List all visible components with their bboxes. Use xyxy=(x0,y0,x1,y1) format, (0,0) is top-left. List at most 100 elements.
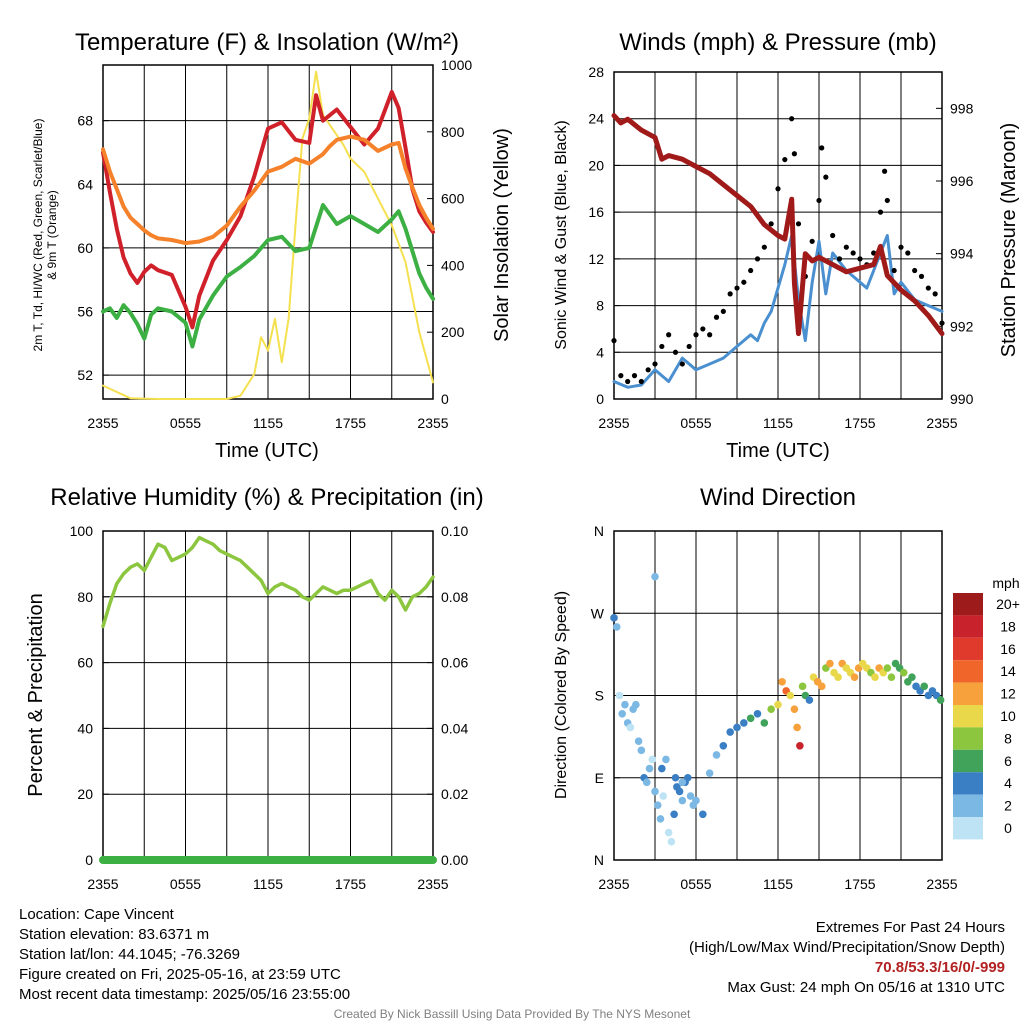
temp-xtick-label: 2355 xyxy=(417,415,448,431)
direction-point xyxy=(662,755,670,764)
wind-ytick-label: 20 xyxy=(588,157,604,173)
gust-point xyxy=(932,291,938,297)
direction-point xyxy=(871,673,879,682)
gust-point xyxy=(809,238,815,244)
temp-xtick-label: 2355 xyxy=(87,415,118,431)
gust-point xyxy=(754,256,761,262)
legend-label: 20+ xyxy=(996,596,1020,612)
direction-point xyxy=(686,792,695,800)
direction-point xyxy=(651,787,659,796)
direction-point xyxy=(712,751,721,759)
rh-ylabel: Percent & Precipitation xyxy=(25,593,47,796)
rh-xtick-label: 1155 xyxy=(253,876,283,892)
rh-y2tick-label: 0.06 xyxy=(441,655,468,671)
wind-title: Winds (mph) & Pressure (mb) xyxy=(619,29,936,56)
direction-point xyxy=(805,696,814,704)
gust-point xyxy=(713,314,720,320)
gust-point xyxy=(652,361,658,367)
legend-swatch xyxy=(953,637,983,661)
rh-xtick-label: 0555 xyxy=(170,876,201,892)
rh-ytick-label: 20 xyxy=(77,786,93,802)
figure-created: Figure created on Fri, 2025-05-16, at 23… xyxy=(19,966,341,983)
direction-point xyxy=(645,764,654,773)
direction-point xyxy=(796,741,804,750)
gust-point xyxy=(857,256,863,262)
station-location: Location: Cape Vincent xyxy=(19,906,174,923)
gust-point xyxy=(768,221,774,227)
extremes-panel: Extremes For Past 24 Hours (High/Low/Max… xyxy=(689,918,1005,998)
temp-series-green xyxy=(101,203,435,349)
legend-swatch xyxy=(953,817,983,840)
direction-point xyxy=(671,773,680,782)
rh-y2tick-label: 0.04 xyxy=(441,720,468,736)
direction-point xyxy=(634,737,643,745)
temp-series-yellow xyxy=(102,70,434,400)
direction-point xyxy=(626,723,635,732)
direction-point xyxy=(675,787,684,796)
temp-ytick-label: 64 xyxy=(77,176,93,192)
pressure-series-maroon xyxy=(611,113,945,337)
temp-y2tick-label: 200 xyxy=(441,324,465,340)
gust-point xyxy=(850,250,856,256)
temp-ytick-label: 60 xyxy=(77,240,93,256)
rh-panel xyxy=(102,530,434,861)
temp-ytick-label: 52 xyxy=(77,367,93,383)
wind-y2tick-label: 992 xyxy=(950,318,974,334)
gust-point xyxy=(782,156,788,163)
legend-label: 2 xyxy=(1004,798,1012,814)
temp-ylabel: 2m T, Td, HI/WC (Red, Green, Scarlet/Blu… xyxy=(31,119,45,352)
temp-series-orange xyxy=(101,134,435,246)
gust-point xyxy=(791,151,798,157)
station-info: Location: Cape Vincent Station elevation… xyxy=(19,905,350,1005)
direction-point xyxy=(767,705,775,714)
legend-label: 16 xyxy=(1000,641,1016,657)
gust-point xyxy=(625,378,631,385)
gust-point xyxy=(727,291,733,297)
direction-point xyxy=(899,668,908,677)
rh-xtick-label: 1755 xyxy=(335,876,366,892)
direction-point xyxy=(826,659,834,668)
legend-label: 18 xyxy=(1000,618,1016,634)
direction-point xyxy=(670,810,678,819)
direction-point xyxy=(678,778,687,787)
rh-y2tick-label: 0.00 xyxy=(441,852,468,868)
wind-ytick-label: 12 xyxy=(588,251,604,267)
gust-point xyxy=(720,308,726,315)
wind-y2tick-label: 998 xyxy=(950,100,974,116)
dir-xtick-label: 2355 xyxy=(926,876,957,892)
extremes-title: Extremes For Past 24 Hours xyxy=(815,919,1005,936)
rh-y2tick-label: 0.10 xyxy=(441,523,468,539)
direction-point xyxy=(656,815,665,823)
wind-ytick-label: 0 xyxy=(596,391,604,407)
gust-point xyxy=(638,378,644,385)
wind-ytick-label: 28 xyxy=(588,64,604,80)
temp-y2tick-label: 1000 xyxy=(441,57,472,73)
direction-point xyxy=(774,700,782,709)
gust-point xyxy=(700,326,706,332)
direction-point xyxy=(798,682,807,691)
legend-label: 14 xyxy=(1000,663,1016,679)
wind-ylabel: Sonic Wind & Gust (Blue, Black) xyxy=(553,120,570,349)
direction-point xyxy=(643,778,651,787)
gust-point xyxy=(761,244,767,250)
gust-point xyxy=(741,279,747,285)
wind-xtick-label: 2355 xyxy=(926,415,957,431)
direction-point xyxy=(920,682,929,691)
gust-point xyxy=(918,273,925,279)
temp-title: Temperature (F) & Insolation (W/m²) xyxy=(75,29,459,56)
wind-ytick-label: 16 xyxy=(588,204,604,220)
gust-point xyxy=(819,145,825,151)
gust-point xyxy=(884,197,890,204)
station-latlon: Station lat/lon: 44.1045; -76.3269 xyxy=(19,946,241,963)
wind-y2tick-label: 990 xyxy=(950,391,974,407)
temp-ytick-label: 56 xyxy=(77,304,93,320)
legend-swatch xyxy=(953,705,983,728)
direction-point xyxy=(834,673,842,682)
direction-point xyxy=(653,801,662,809)
legend-label: 6 xyxy=(1004,753,1012,769)
gust-point xyxy=(836,256,843,262)
direction-point xyxy=(637,746,646,755)
legend-title: mph xyxy=(992,575,1019,591)
rh-series xyxy=(101,535,435,629)
